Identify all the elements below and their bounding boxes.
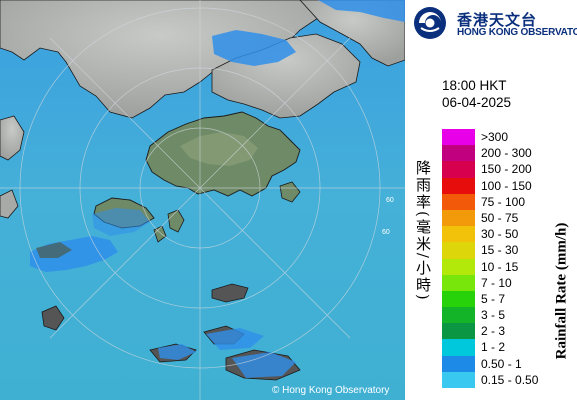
legend-range-label: 75 - 100 [481, 194, 526, 209]
legend-row: 75 - 100 [442, 193, 562, 210]
legend-range-label: 150 - 200 [481, 162, 532, 177]
legend-swatch [442, 355, 475, 372]
western-island [0, 189, 19, 219]
legend-swatch [442, 371, 475, 388]
range-rings [0, 0, 405, 400]
legend-range-label: 15 - 30 [481, 243, 519, 258]
legend-swatch [442, 226, 475, 243]
legend-range-label: 100 - 150 [481, 178, 532, 193]
legend-swatch [442, 307, 475, 324]
rain-cell-south-3 [232, 352, 296, 378]
timestamp-time: 18:00 HKT [442, 78, 507, 93]
rain-cell-south-2 [158, 344, 196, 360]
legend-row: 150 - 200 [442, 161, 562, 178]
island-lamma [167, 209, 185, 233]
legend-range-label: 200 - 300 [481, 146, 532, 161]
legend-swatch [442, 274, 475, 291]
legend-swatch [442, 258, 475, 275]
legend-range-label: 7 - 10 [481, 275, 512, 290]
organization-name-en: HONG KONG OBSERVATORY [457, 27, 577, 38]
legend-title-en-wrapper: Rainfall Rate (mm/h) [550, 216, 574, 366]
legend-row: 3 - 5 [442, 307, 562, 324]
rain-cell-north [212, 30, 296, 66]
legend-row: 1 - 2 [442, 339, 562, 356]
legend-range-label: 0.15 - 0.50 [481, 372, 539, 387]
legend-row: 15 - 30 [442, 242, 562, 259]
legend-row: 200 - 300 [442, 145, 562, 162]
timestamp-date: 06-04-2025 [442, 95, 512, 110]
legend-row: >300 [442, 129, 562, 146]
hko-logo-icon [414, 7, 446, 39]
legend-range-label: 0.50 - 1 [481, 356, 522, 371]
legend-row: 7 - 10 [442, 274, 562, 291]
island-south-2 [41, 305, 65, 331]
legend-swatch [442, 161, 475, 178]
hk-highland [180, 132, 258, 166]
legend-range-label: 10 - 15 [481, 259, 519, 274]
legend-range-label: 5 - 7 [481, 291, 506, 306]
legend-row: 100 - 150 [442, 177, 562, 194]
legend-swatch [442, 193, 475, 210]
legend-panel: 香港天文台 HONG KONG OBSERVATORY 18:00 HKT 06… [405, 0, 577, 400]
legend-row: 50 - 75 [442, 209, 562, 227]
legend-range-label: 3 - 5 [481, 308, 506, 323]
legend-swatch [442, 323, 475, 340]
rain-cell-northeast [318, 0, 405, 22]
legend-row: 0.50 - 1 [442, 355, 562, 372]
legend-range-label: >300 [481, 130, 509, 144]
legend-swatch [442, 290, 475, 308]
legend-row: 0.15 - 0.50 [442, 371, 562, 388]
copyright-text: © Hong Kong Observatory [272, 385, 390, 396]
legend-row: 5 - 7 [442, 290, 562, 308]
island-south-1 [211, 283, 249, 303]
legend-row: 10 - 15 [442, 258, 562, 275]
rain-band-southwest-islands [36, 242, 72, 258]
hko-logo: 香港天文台 HONG KONG OBSERVATORY [413, 6, 577, 40]
legend-range-label: 50 - 75 [481, 210, 519, 225]
legend-range-label: 1 - 2 [481, 340, 506, 355]
legend-swatch [442, 145, 475, 162]
rainfall-legend: >300 200 - 300 150 - 200 100 - 150 75 - 100 5… [442, 129, 562, 388]
legend-range-label: 30 - 50 [481, 227, 519, 242]
ring-label-north: 60 [386, 197, 394, 204]
legend-row: 30 - 50 [442, 226, 562, 243]
radar-map: 60 60 © Hong Kong Observatory [0, 0, 405, 400]
western-coast [0, 115, 25, 161]
legend-swatch [442, 242, 475, 259]
island-east [279, 181, 301, 203]
legend-swatch [442, 129, 475, 146]
legend-swatch [442, 209, 475, 227]
legend-range-label: 2 - 3 [481, 324, 506, 339]
organization-name-cn: 香港天文台 [457, 11, 538, 29]
legend-row: 2 - 3 [442, 323, 562, 340]
legend-swatch [442, 339, 475, 356]
legend-title-cn: 降雨率(毫米/小時) [414, 160, 432, 302]
rain-band-lantau [92, 208, 150, 236]
legend-swatch [442, 177, 475, 194]
rain-cell-south-1 [206, 328, 264, 350]
legend-title-en: Rainfall Rate (mm/h) [553, 222, 570, 360]
ring-label-east: 60 [382, 229, 390, 236]
